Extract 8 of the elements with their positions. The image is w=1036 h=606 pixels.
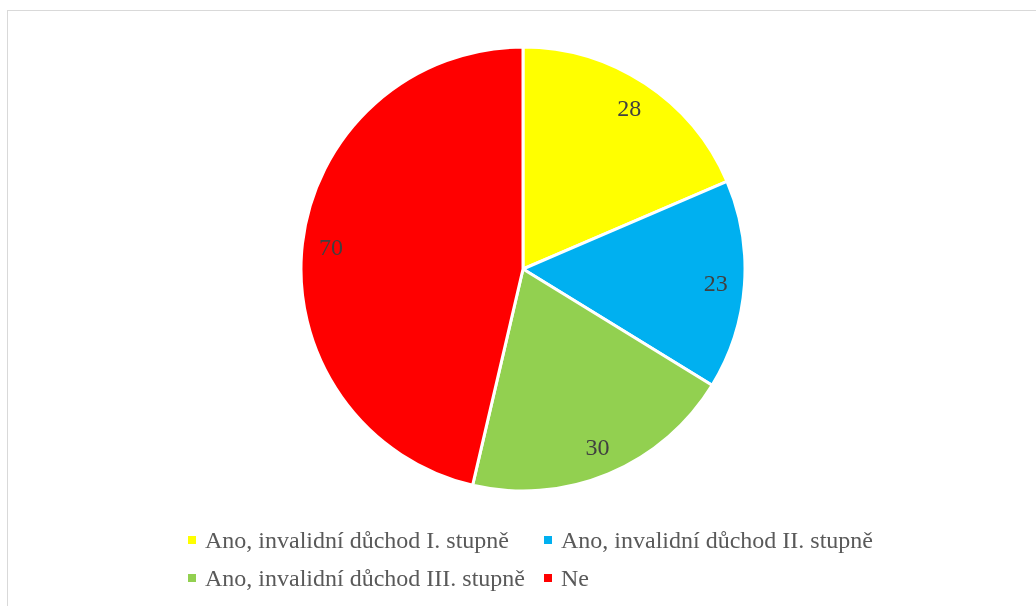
- data-label: 23: [703, 270, 728, 297]
- legend-label: Ano, invalidní důchod I. stupně: [205, 526, 509, 554]
- legend-label: Ano, invalidní důchod III. stupně: [205, 564, 525, 592]
- legend-label: Ne: [561, 564, 589, 592]
- data-label: 30: [585, 434, 610, 461]
- data-label: 70: [319, 233, 344, 260]
- data-label: 28: [617, 94, 642, 121]
- legend-label: Ano, invalidní důchod II. stupně: [561, 526, 873, 554]
